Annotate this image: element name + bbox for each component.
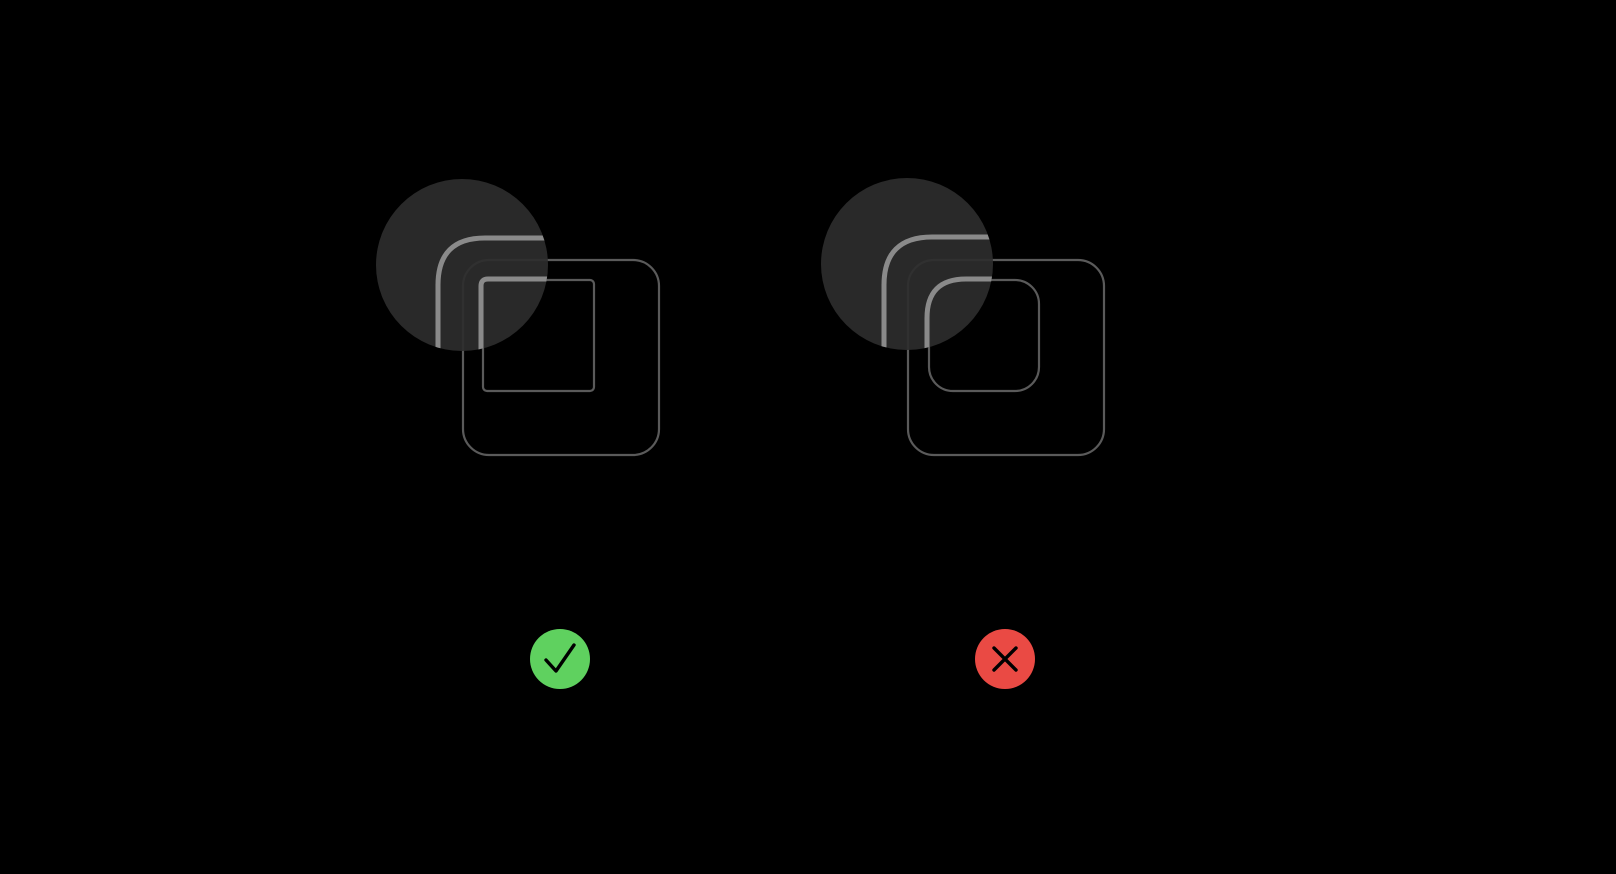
example-good (376, 179, 661, 689)
outer-container-shape (906, 258, 1106, 457)
magnifier-lens (376, 179, 548, 351)
outer-container-shape (461, 258, 661, 457)
magnified-outer-corner (435, 235, 548, 351)
magnified-inner-corner (924, 276, 993, 350)
magnifier-lens (821, 178, 993, 350)
example-bad (821, 178, 1106, 689)
checkmark-icon (530, 629, 590, 689)
magnified-outer-corner (881, 234, 993, 350)
cross-icon (975, 629, 1035, 689)
magnified-inner-corner (478, 276, 548, 351)
